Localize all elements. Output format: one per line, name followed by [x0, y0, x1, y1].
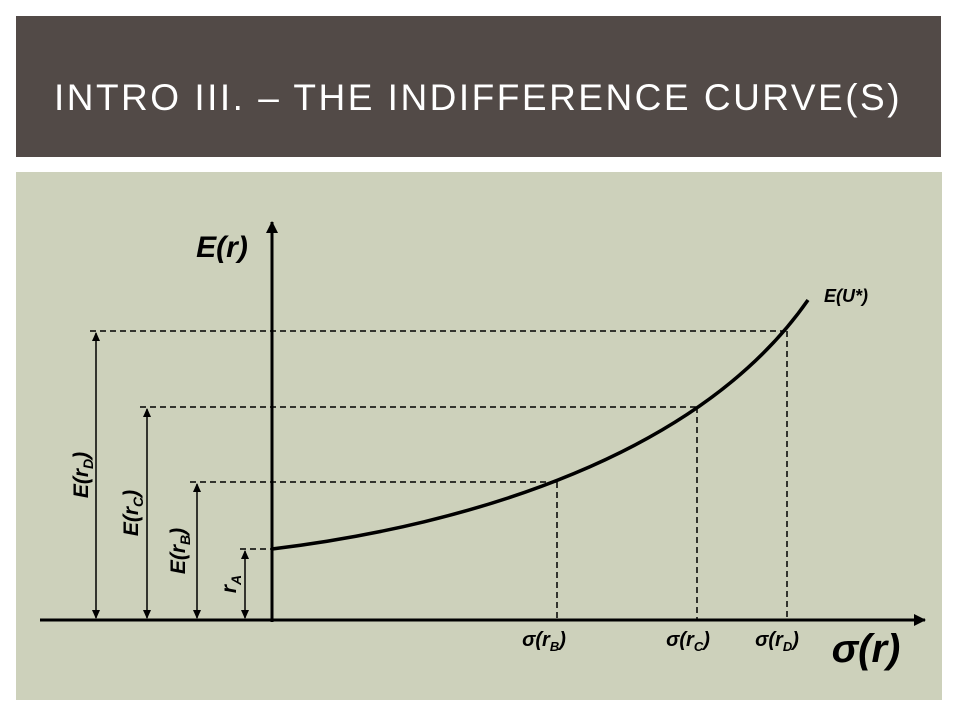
x-label-close: ): [701, 629, 710, 651]
y-label-close: ): [70, 452, 93, 461]
curve-label: E(U*): [824, 286, 868, 306]
x-axis-label: σ(r): [832, 627, 901, 671]
y-label-sub: D: [80, 459, 96, 469]
y-label-sub: C: [130, 496, 146, 507]
y-axis-label: E(r): [196, 231, 248, 264]
y-label-close: ): [120, 490, 143, 499]
x-label-main: σ(r: [666, 629, 695, 651]
x-label-sub: B: [550, 639, 559, 654]
header-band: [16, 16, 941, 157]
x-label-close: ): [557, 629, 566, 651]
guides: [90, 330, 788, 620]
x-label-sub: D: [783, 639, 793, 654]
x-label-close: ): [790, 629, 799, 651]
range-arrows: [92, 332, 249, 619]
y-label-main: r: [218, 583, 241, 593]
y-label: rA: [218, 575, 244, 593]
y-label: E(rB): [167, 528, 193, 574]
y-label-sub: B: [177, 535, 193, 545]
x-label: σ(rD): [755, 629, 799, 654]
y-label-close: ): [167, 528, 190, 537]
x-label-main: σ(r: [755, 629, 784, 651]
x-label-main: σ(r: [522, 629, 551, 651]
indifference-curve: [271, 298, 810, 551]
x-label: σ(rC): [666, 629, 710, 654]
y-label: E(rC): [120, 490, 146, 536]
y-label-main: E(r: [120, 505, 143, 536]
y-label: E(rD): [70, 452, 96, 498]
x-label: σ(rB): [522, 629, 566, 654]
title: INTRO III. – THE INDIFFERENCE CURVE(S): [54, 77, 902, 118]
y-label-main: E(r: [167, 543, 190, 574]
x-label-sub: C: [694, 639, 704, 654]
y-label-main: E(r: [70, 467, 93, 498]
y-label-sub: A: [228, 575, 244, 586]
